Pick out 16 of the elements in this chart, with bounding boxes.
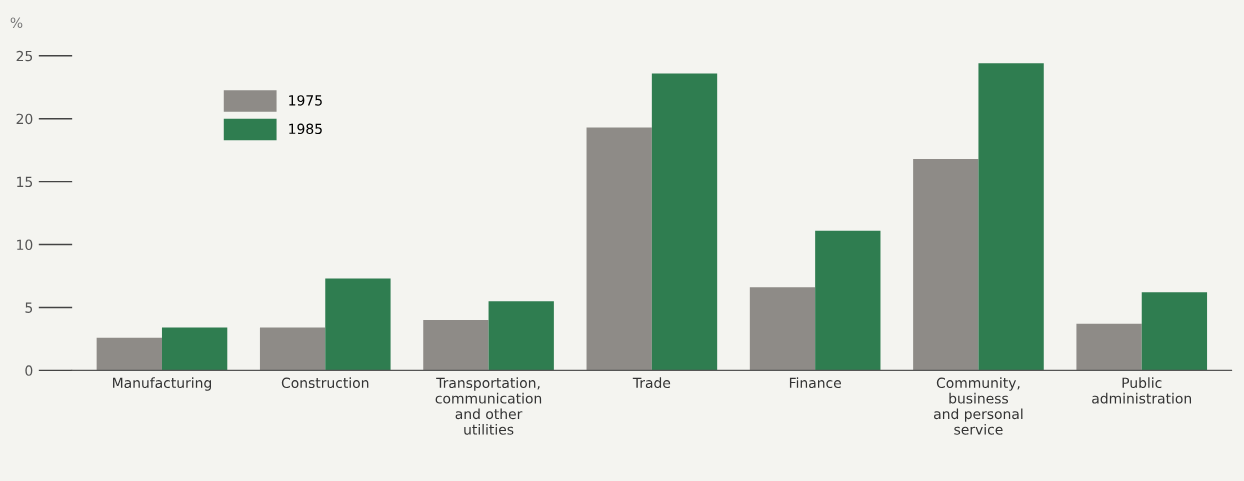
x-tick-label: Construction xyxy=(281,377,369,389)
y-tick-label: 5 xyxy=(25,302,33,313)
y-tick-label: 20 xyxy=(16,113,33,125)
y-tick-label: 0 xyxy=(25,365,33,376)
y-tick-label: 15 xyxy=(17,176,33,188)
x-tick-label: Transportation, communication and other utilities xyxy=(435,377,542,435)
legend-label: 1975 xyxy=(289,95,322,106)
y-axis-title: % xyxy=(10,17,23,28)
x-tick-label: Finance xyxy=(789,377,841,389)
x-tick-label: Trade xyxy=(632,377,671,389)
x-tick-label: Community, business and personal service xyxy=(934,377,1023,435)
x-tick-label: Public administration xyxy=(1092,377,1192,404)
x-tick-label: Manufacturing xyxy=(113,377,211,391)
legend-label: 1985 xyxy=(289,123,322,135)
y-tick-label: 25 xyxy=(16,50,33,62)
y-tick-label: 10 xyxy=(17,239,33,251)
